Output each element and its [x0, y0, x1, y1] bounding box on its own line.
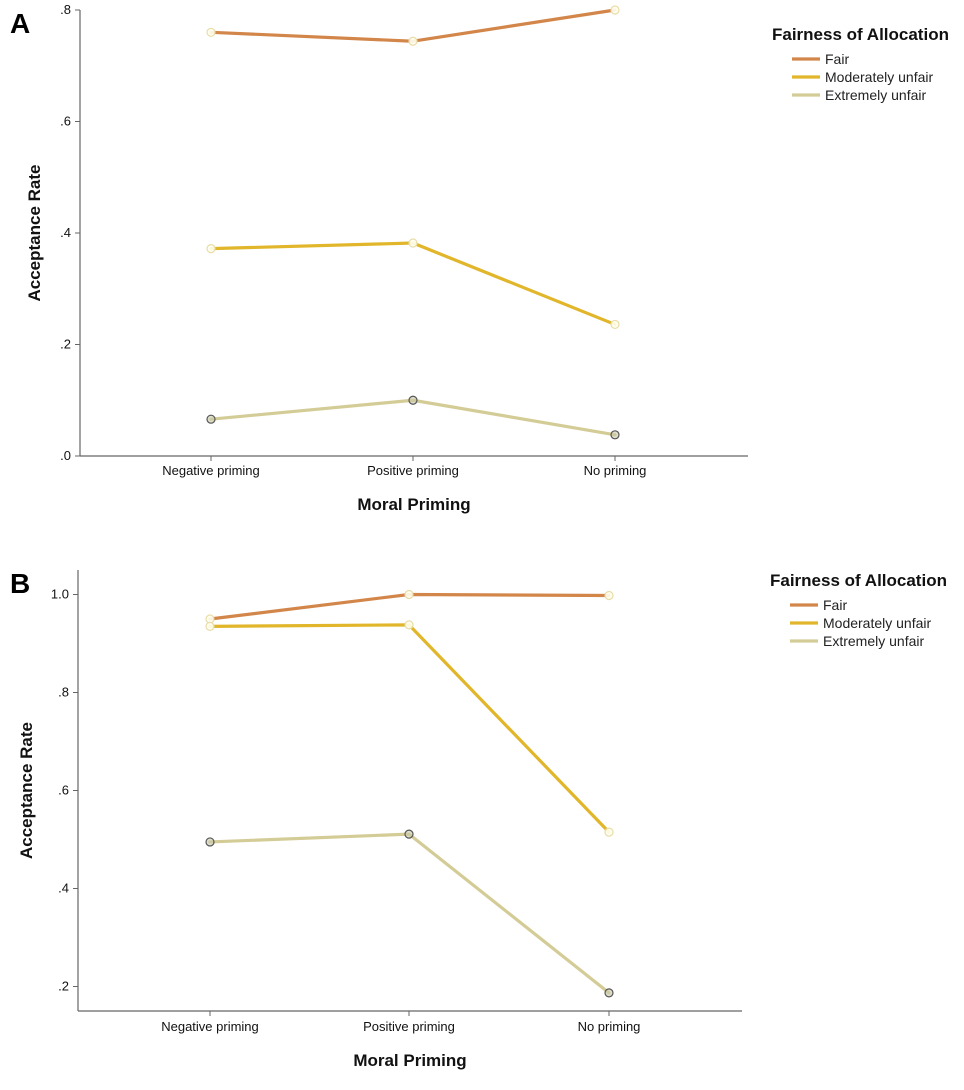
x-tick-label: Positive priming [367, 463, 459, 478]
legend-label-moderately-unfair: Moderately unfair [823, 615, 932, 631]
data-point-moderately-unfair [604, 827, 614, 837]
legend-label-moderately-unfair: Moderately unfair [825, 69, 934, 85]
data-point-moderately-unfair [610, 319, 620, 330]
x-axis-title: Moral Priming [353, 1051, 466, 1070]
legend-label-fair: Fair [825, 51, 849, 67]
panel-label: A [10, 8, 31, 39]
x-tick-label: Positive priming [363, 1019, 455, 1034]
data-point-extremely-unfair [408, 395, 418, 405]
y-tick-label: .4 [58, 881, 69, 896]
chart-panel-a: A .0 .2 .4 .6 .8 Negative priming Positive pri… [0, 0, 964, 530]
data-point-moderately-unfair [404, 620, 414, 630]
panel-label: B [10, 568, 31, 599]
legend-label-extremely-unfair: Extremely unfair [825, 87, 926, 103]
data-point-fair [604, 590, 614, 601]
y-tick-label: .8 [58, 685, 69, 700]
data-point-fair [610, 5, 620, 15]
y-tick-label: .2 [58, 979, 69, 994]
line-chart-a: .0 .2 .4 .6 .8 Negative priming Positive primi… [25, 2, 949, 514]
legend-title: Fairness of Allocation [770, 571, 947, 590]
y-tick-label: .8 [60, 2, 71, 17]
x-axis-title: Moral Priming [357, 495, 470, 514]
series-line-fair [209, 8, 617, 43]
legend-label-fair: Fair [823, 597, 847, 613]
y-axis-title: Acceptance Rate [17, 722, 36, 859]
y-tick-label: .6 [60, 114, 71, 129]
data-point-extremely-unfair [604, 988, 614, 998]
x-tick-label: Negative priming [162, 463, 260, 478]
data-point-moderately-unfair [408, 238, 418, 248]
y-axis-title: Acceptance Rate [25, 164, 44, 301]
x-tick-label: No priming [584, 463, 647, 478]
data-point-extremely-unfair [206, 414, 216, 424]
data-point-extremely-unfair [610, 430, 620, 440]
legend-title: Fairness of Allocation [772, 25, 949, 44]
series-line-extremely-unfair [209, 398, 617, 437]
legend-label-extremely-unfair: Extremely unfair [823, 633, 924, 649]
data-point-extremely-unfair [205, 837, 215, 847]
y-tick-label: .2 [60, 337, 71, 352]
data-point-extremely-unfair [404, 829, 414, 839]
data-point-moderately-unfair [206, 244, 216, 254]
data-point-fair [404, 589, 414, 600]
data-point-fair [206, 27, 216, 37]
y-tick-label: 1.0 [51, 587, 69, 602]
data-point-moderately-unfair [205, 621, 215, 631]
series-line-extremely-unfair [208, 832, 611, 995]
y-tick-label: .4 [60, 225, 71, 240]
series-line-moderately-unfair [208, 623, 611, 834]
y-tick-label: .0 [60, 448, 71, 463]
series-line-moderately-unfair [209, 241, 617, 327]
line-chart-b: .2 .4 .6 .8 1.0 Negative priming Positive prim… [17, 570, 947, 1070]
x-tick-label: Negative priming [161, 1019, 259, 1034]
x-tick-label: No priming [578, 1019, 641, 1034]
chart-panel-b: B .2 .4 .6 .8 1.0 Negative priming Positive pr… [0, 560, 964, 1090]
y-tick-label: .6 [58, 783, 69, 798]
data-point-fair [408, 36, 418, 46]
